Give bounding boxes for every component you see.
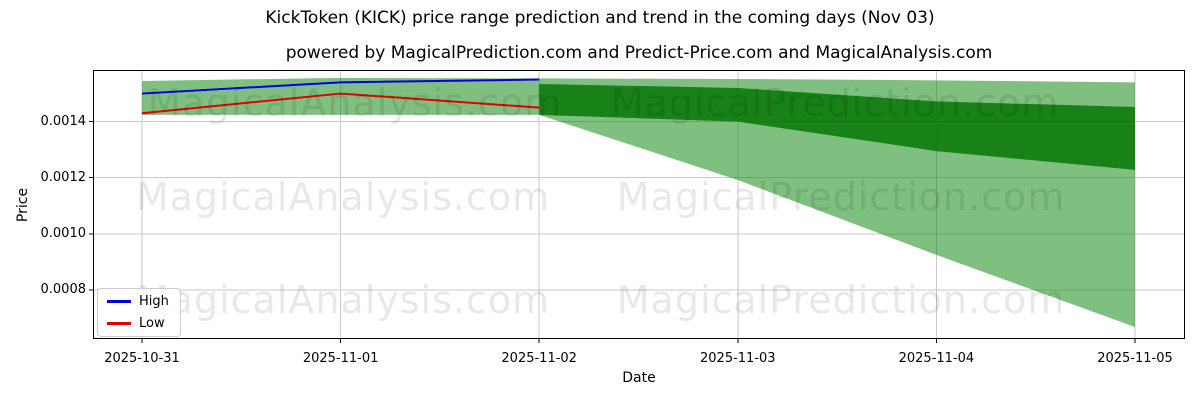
y-tick-label: 0.0014 [40, 113, 87, 129]
x-tick-label: 2025-11-03 [700, 351, 776, 366]
x-tick-label: 2025-11-05 [1097, 351, 1173, 366]
y-tick-label: 0.0010 [40, 225, 87, 241]
y-axis-label: Price [15, 187, 31, 223]
legend-line-swatch [107, 300, 131, 303]
legend: High Low [97, 288, 181, 337]
y-tick-label: 0.0008 [40, 281, 87, 297]
x-tick-label: 2025-11-01 [302, 351, 379, 366]
x-axis-label: Date [622, 370, 656, 386]
chart-title: KickToken (KICK) price range prediction … [265, 8, 935, 28]
legend-label: High [139, 294, 169, 309]
y-tick-label: 0.0012 [40, 169, 87, 185]
series-line-low [141, 92, 540, 115]
legend-item-low: Low [107, 316, 170, 331]
band-forecast-inner-range [539, 84, 1135, 170]
x-tick-label: 2025-11-02 [501, 351, 577, 366]
x-tick-label: 2025-11-04 [898, 351, 975, 366]
legend-line-swatch [107, 322, 131, 325]
legend-label: Low [139, 316, 165, 331]
chart-subtitle: powered by MagicalPrediction.com and Pre… [285, 43, 993, 63]
legend-item-high: High [107, 294, 170, 309]
band-historical-range [142, 77, 540, 115]
plot-frame [93, 70, 1185, 339]
x-tick-label: 2025-10-31 [104, 351, 180, 366]
series-line-high [141, 78, 540, 95]
